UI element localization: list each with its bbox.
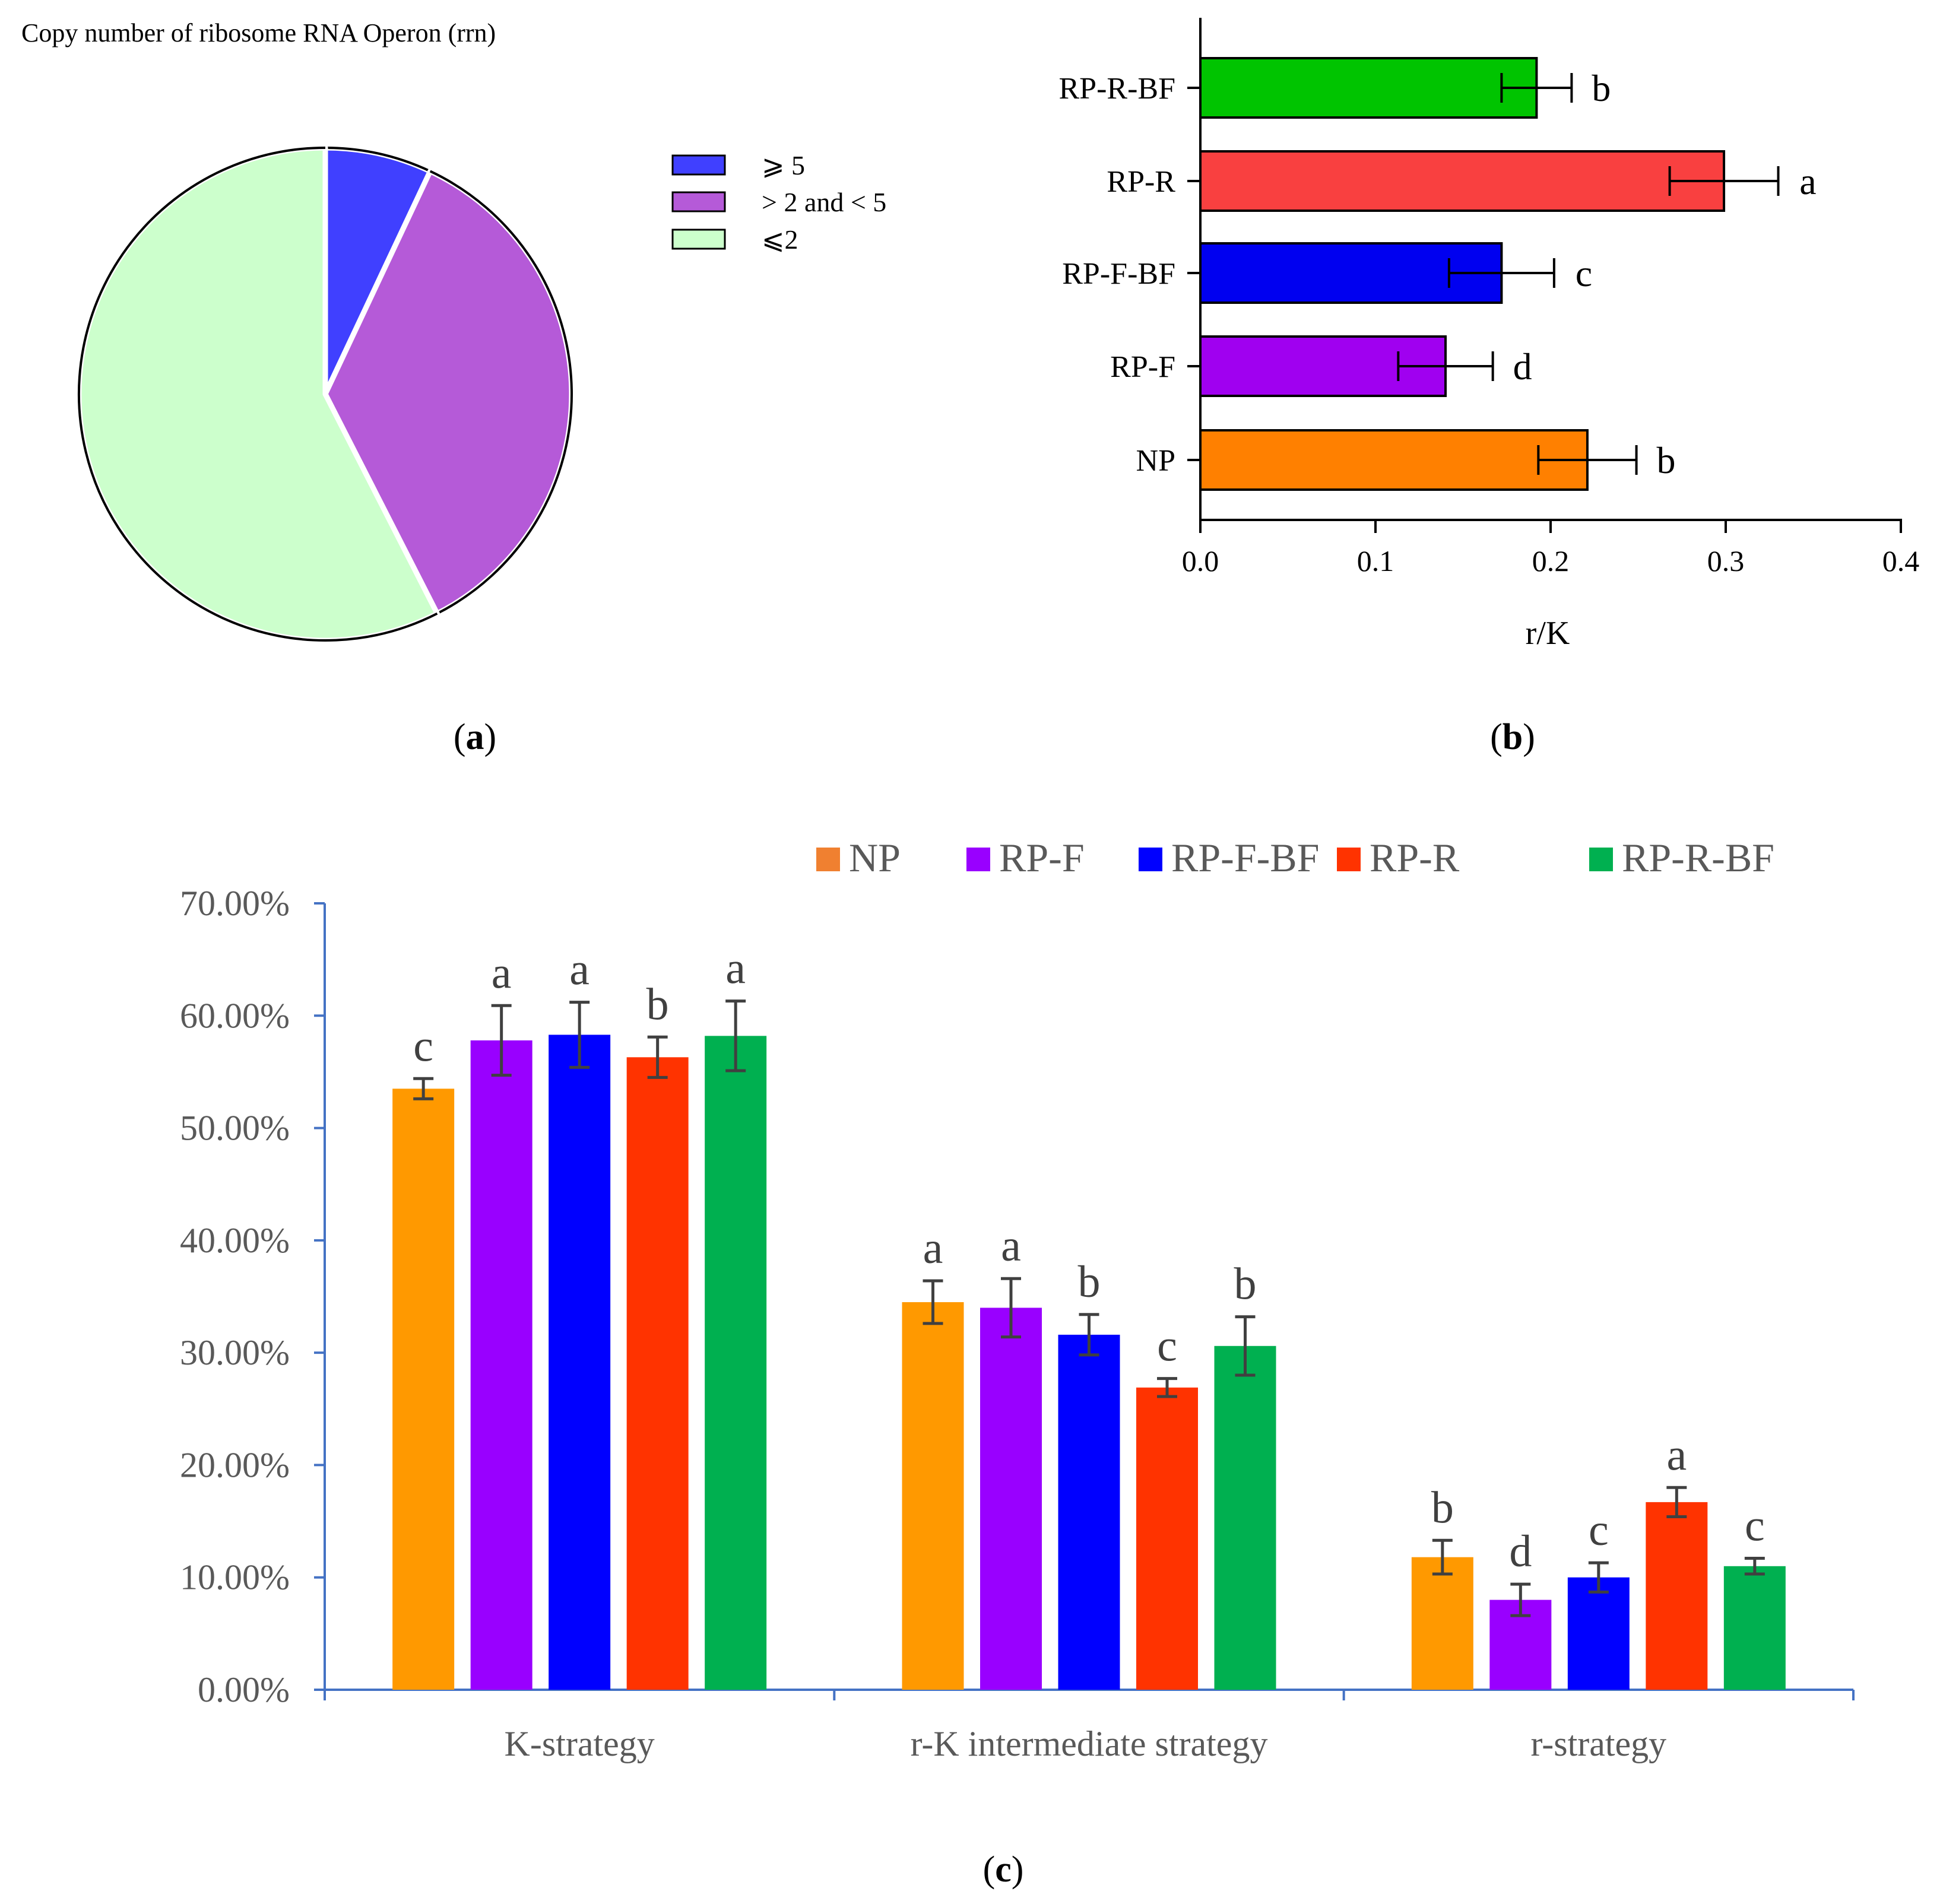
gbar-legend-swatch xyxy=(966,848,990,871)
gbar-significance-letter: c xyxy=(413,1021,433,1071)
pie-legend-swatch xyxy=(671,191,726,212)
gbar-bar xyxy=(1214,1346,1276,1690)
hbar-category-label: RP-F xyxy=(1110,350,1175,384)
panel-b-horizontal-bar-chart: 0.0 0.1 0.2 0.3 0.4RP-R-BFRP-RRP-F-BFRP-FNP … xyxy=(1058,18,1919,757)
gbar-bar xyxy=(1723,1566,1786,1690)
gbar-legend-swatch xyxy=(1589,848,1613,871)
hbar-category-label: RP-F-BF xyxy=(1062,257,1175,291)
gbar-significance-letter: a xyxy=(569,945,589,995)
pie-slice-outline xyxy=(429,170,573,615)
gbar-y-tick-label: 60.00% xyxy=(180,996,290,1035)
gbar-significance-letter: a xyxy=(1666,1430,1687,1480)
gbar-bar xyxy=(980,1308,1042,1690)
hbar-significance-letter: b xyxy=(1592,67,1611,109)
gbar-y-tick-label: 10.00% xyxy=(180,1558,290,1597)
hbar-bars: b a c d b xyxy=(1199,57,1817,491)
gbar-category-label: r-strategy xyxy=(1530,1724,1666,1763)
gbar-significance-letter: a xyxy=(492,948,512,998)
gbar-legend-label: RP-F-BF xyxy=(1171,835,1319,880)
gbar-legend-swatch xyxy=(816,848,840,871)
panel-b-letter: b xyxy=(1503,717,1523,757)
hbar-significance-letter: a xyxy=(1799,160,1816,202)
gbar-legend-label: RP-R-BF xyxy=(1622,835,1774,880)
hbar-category-label: RP-R-BF xyxy=(1058,72,1175,106)
gbar-significance-letter: b xyxy=(646,979,669,1029)
gbar-y-tick-label: 30.00% xyxy=(180,1333,290,1372)
gbar-significance-letter: c xyxy=(1157,1321,1177,1371)
pie-slices xyxy=(76,145,575,643)
hbar-bar xyxy=(1199,57,1538,119)
gbar-significance-letter: a xyxy=(923,1223,943,1273)
gbar-significance-letter: a xyxy=(1001,1221,1021,1271)
pie-legend: ⩾ 5 > 2 and < 5 ⩽2 xyxy=(671,150,886,255)
gbar-bar xyxy=(1058,1334,1120,1690)
pie-legend-label: > 2 and < 5 xyxy=(762,187,886,217)
hbar-x-tick-label: 0.2 xyxy=(1532,544,1570,577)
panel-c-caption: (c) xyxy=(983,1849,1024,1890)
hbar-significance-letter: d xyxy=(1513,345,1532,388)
gbar-bar xyxy=(902,1302,964,1690)
gbar-significance-letter: b xyxy=(1078,1257,1101,1307)
gbar-significance-letter: a xyxy=(725,944,746,994)
pie-legend-swatch xyxy=(671,229,726,250)
panel-c-letter: c xyxy=(995,1849,1012,1890)
gbar-y-tick-label: 70.00% xyxy=(180,884,290,923)
gbar-bars: c a a b a a a b c b b d c a c xyxy=(392,944,1786,1690)
pie-slice-outline xyxy=(325,147,431,173)
gbar-legend-label: RP-F xyxy=(999,835,1085,880)
gbar-category-label: r-K intermediate strategy xyxy=(911,1724,1268,1763)
gbar-bar xyxy=(549,1034,611,1690)
panel-c-grouped-bar-chart: NP RP-F RP-F-BF RP-R RP-R-BF 0.00% 10.00% 20.0… xyxy=(180,835,1855,1890)
gbar-bar xyxy=(470,1040,532,1690)
gbar-category-label: K-strategy xyxy=(505,1724,655,1763)
gbar-bar xyxy=(1411,1557,1473,1690)
pie-legend-label: ⩾ 5 xyxy=(762,150,805,180)
hbar-x-tick-label: 0.0 xyxy=(1182,544,1219,577)
gbar-legend-label: RP-R xyxy=(1370,835,1460,880)
panel-b-caption: (b) xyxy=(1490,717,1535,757)
hbar-x-tick-label: 0.4 xyxy=(1882,544,1920,577)
hbar-category-label: NP xyxy=(1136,444,1175,478)
gbar-axes: 0.00% 10.00% 20.00% 30.00% 40.00% 50.00% 60.00… xyxy=(180,884,1855,1763)
gbar-legend-swatch xyxy=(1337,848,1361,871)
hbar-x-axis-label: r/K xyxy=(1526,615,1570,652)
panel-a-pie-chart: Copy number of ribosome RNA Operon (rrn)… xyxy=(21,18,886,757)
panel-a-caption: (a) xyxy=(454,717,496,757)
hbar-x-tick-label: 0.3 xyxy=(1707,544,1745,577)
hbar-bar xyxy=(1199,429,1589,491)
pie-legend-swatch xyxy=(671,154,726,176)
gbar-bar xyxy=(626,1057,689,1690)
gbar-bar xyxy=(1567,1577,1630,1690)
hbar-significance-letter: b xyxy=(1657,439,1676,481)
gbar-y-tick-label: 40.00% xyxy=(180,1221,290,1260)
gbar-significance-letter: d xyxy=(1509,1527,1532,1576)
panel-a-letter: a xyxy=(466,717,484,757)
gbar-bar xyxy=(392,1089,455,1690)
gbar-significance-letter: c xyxy=(1589,1505,1609,1555)
gbar-significance-letter: b xyxy=(1431,1483,1454,1532)
gbar-y-tick-label: 0.00% xyxy=(198,1670,290,1709)
gbar-legend-label: NP xyxy=(849,835,901,880)
gbar-legend-swatch xyxy=(1139,848,1162,871)
gbar-bar xyxy=(705,1036,767,1690)
gbar-significance-letter: c xyxy=(1745,1501,1765,1551)
hbar-x-tick-label: 0.1 xyxy=(1357,544,1394,577)
hbar-significance-letter: c xyxy=(1576,252,1592,294)
hbar-bar xyxy=(1199,150,1726,212)
gbar-bar xyxy=(1646,1502,1708,1690)
gbar-legend: NP RP-F RP-F-BF RP-R RP-R-BF xyxy=(816,835,1774,880)
pie-chart-title: Copy number of ribosome RNA Operon (rrn) xyxy=(21,18,496,47)
hbar-category-label: RP-R xyxy=(1107,165,1175,199)
gbar-bar xyxy=(1136,1387,1198,1690)
pie-legend-label: ⩽2 xyxy=(762,224,798,255)
pie-slice-outline xyxy=(78,147,438,642)
gbar-y-tick-label: 20.00% xyxy=(180,1445,290,1484)
gbar-significance-letter: b xyxy=(1234,1259,1257,1309)
gbar-y-tick-label: 50.00% xyxy=(180,1109,290,1148)
